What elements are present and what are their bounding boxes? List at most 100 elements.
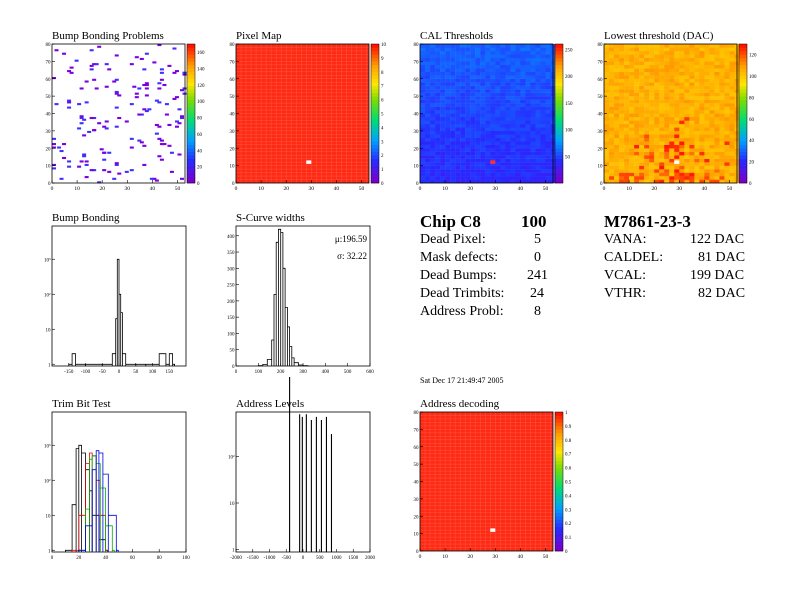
heatmap-cell — [699, 44, 705, 48]
heatmap-cell — [664, 96, 670, 100]
color-step — [555, 467, 563, 472]
heatmap-cell — [420, 78, 426, 83]
heatmap-cell — [450, 64, 456, 69]
heatmap-cell — [684, 96, 690, 100]
heatmap-cell — [435, 47, 441, 52]
heatmap-cell — [455, 44, 461, 48]
heatmap-cell — [649, 137, 655, 142]
heatmap-cell — [604, 99, 610, 104]
heatmap-cell — [435, 50, 441, 55]
heatmap-cell — [639, 144, 645, 149]
color-tick-label: 0.5 — [565, 481, 572, 486]
bad-bump — [92, 169, 97, 172]
heatmap-cell — [420, 179, 426, 184]
heatmap-cell — [425, 71, 431, 76]
heatmap-cell — [604, 144, 610, 149]
heatmap-cell — [450, 123, 456, 128]
heatmap-cell — [704, 148, 710, 152]
heatmap-cell — [445, 64, 451, 69]
color-step — [739, 141, 747, 146]
heatmap-cell — [654, 169, 660, 173]
heatmap-cell — [684, 162, 690, 166]
heatmap-cell — [674, 50, 680, 55]
heatmap-cell — [505, 99, 511, 104]
heatmap-cell — [540, 54, 546, 59]
heatmap-cell — [679, 106, 685, 111]
color-bar-frame — [554, 411, 564, 552]
heatmap-cell — [530, 75, 536, 79]
heatmap-cell — [684, 130, 690, 135]
heatmap-cell — [689, 172, 695, 177]
heatmap-cell — [510, 99, 516, 104]
heatmap-cell — [644, 44, 650, 48]
heatmap-cell — [634, 141, 640, 145]
heatmap-cell — [659, 96, 665, 100]
heatmap-cell — [510, 57, 516, 62]
color-step — [371, 176, 379, 180]
heatmap-cell — [724, 50, 730, 55]
heatmap-cell — [659, 106, 665, 111]
bad-bump — [62, 156, 67, 160]
heatmap-cell — [495, 179, 501, 184]
heatmap-cell — [654, 134, 660, 139]
heatmap-cell — [689, 158, 695, 163]
heatmap-cell — [505, 179, 511, 184]
heatmap-cell — [679, 148, 685, 152]
heatmap-cell — [495, 148, 501, 152]
heatmap-cell — [614, 54, 620, 59]
heatmap-cell — [535, 127, 541, 132]
heatmap-cell — [455, 99, 461, 104]
heatmap-cell — [704, 134, 710, 139]
heatmap-cell — [520, 96, 526, 100]
heatmap-cell — [674, 47, 680, 52]
heatmap-cell — [540, 113, 546, 118]
heatmap-cell — [614, 92, 620, 97]
heatmap-cell — [729, 162, 735, 166]
heatmap-cell — [619, 85, 625, 90]
heatmap-cell — [614, 57, 620, 62]
heatmap-cell — [430, 96, 436, 100]
heatmap-cell — [480, 54, 486, 59]
heatmap-cell — [629, 155, 635, 159]
heatmap-cell — [649, 176, 655, 180]
heatmap-cell — [535, 92, 541, 97]
heatmap-cell — [525, 165, 531, 170]
heatmap-cell — [629, 54, 635, 59]
color-step — [187, 158, 195, 163]
heatmap-cell — [480, 148, 486, 152]
color-step — [187, 103, 195, 107]
heatmap-cell — [505, 110, 511, 114]
bad-bump — [159, 71, 164, 74]
heatmap-cell — [634, 120, 640, 125]
bad-bump — [114, 162, 119, 165]
heatmap-cell — [500, 137, 506, 142]
heatmap-cell — [435, 96, 441, 100]
heatmap-cell — [510, 54, 516, 59]
bad-bump — [97, 122, 102, 125]
heatmap-cell — [460, 78, 466, 83]
heatmap-cell — [629, 103, 635, 107]
y-tick-label: 10² — [228, 454, 235, 460]
heatmap-cell — [445, 120, 451, 125]
heatmap-cell — [714, 144, 720, 149]
heatmap-cell — [709, 99, 715, 104]
bad-bump — [139, 141, 144, 144]
heatmap-cell — [644, 64, 650, 69]
heatmap-cell — [545, 113, 551, 118]
heatmap-cell — [470, 120, 476, 125]
heatmap-cell — [440, 120, 446, 125]
heatmap-cell — [629, 99, 635, 104]
bad-bump — [139, 113, 144, 116]
heatmap-cell — [719, 158, 725, 163]
heatmap-cell — [420, 54, 426, 59]
heatmap-cell — [664, 82, 670, 86]
heatmap-cell — [619, 57, 625, 62]
x-tick-label: 500 — [316, 556, 324, 561]
heatmap-cell — [485, 130, 491, 135]
heatmap-cell — [490, 144, 496, 149]
heatmap-cell — [609, 141, 615, 145]
heatmap-cell — [545, 151, 551, 156]
heatmap-cell — [535, 103, 541, 107]
heatmap-cell — [674, 179, 680, 184]
y-tick-label: 10 — [46, 514, 52, 519]
